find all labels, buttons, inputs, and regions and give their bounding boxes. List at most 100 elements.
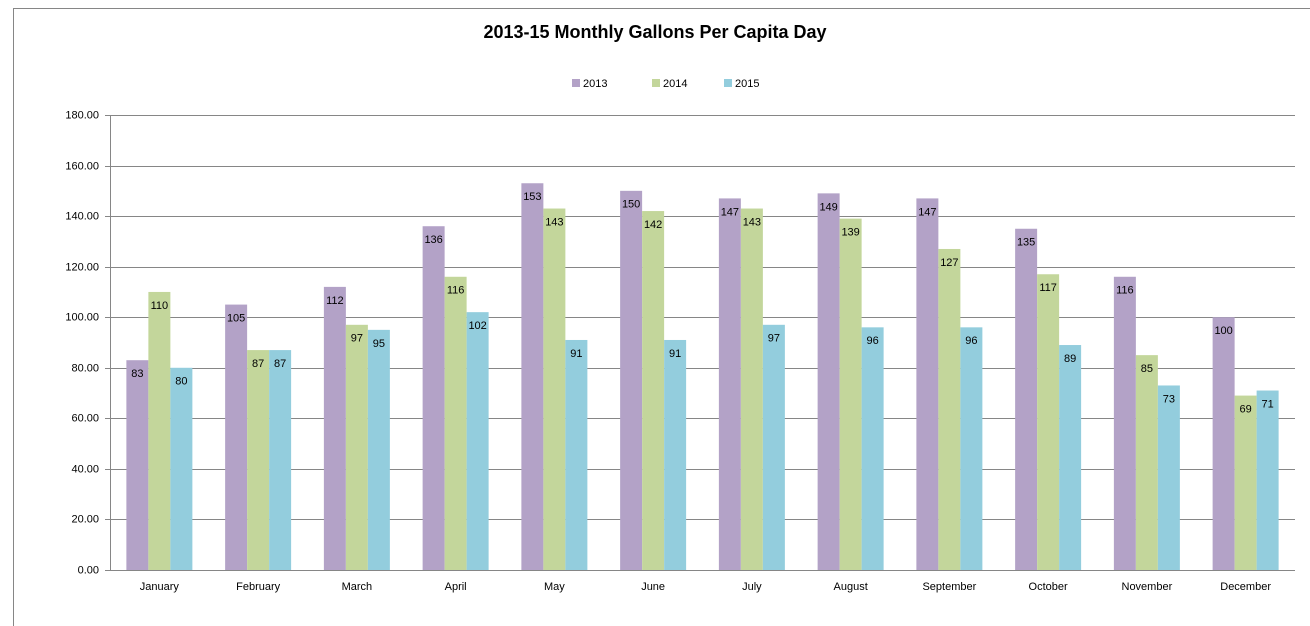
bar: [1015, 228, 1038, 570]
bar: [1256, 390, 1279, 570]
data-label: 97: [768, 333, 780, 345]
data-label: 149: [819, 201, 837, 213]
data-label: 136: [424, 234, 442, 246]
bar: [762, 324, 785, 570]
x-tick-label: August: [834, 581, 868, 593]
data-label: 116: [1116, 285, 1134, 297]
bar: [345, 324, 368, 570]
x-tick-label: June: [641, 581, 665, 593]
data-label: 142: [644, 219, 662, 231]
bar: [916, 198, 939, 570]
bar: [960, 327, 983, 570]
y-tick-label: 160.00: [65, 160, 99, 172]
data-label: 102: [468, 320, 486, 332]
bar: [664, 339, 687, 570]
bar: [642, 211, 665, 571]
y-tick-label: 40.00: [71, 463, 99, 475]
y-tick-label: 180.00: [65, 109, 99, 121]
bar: [1212, 317, 1235, 570]
data-label: 135: [1017, 237, 1035, 249]
x-tick-label: April: [445, 581, 467, 593]
chart-title: 2013-15 Monthly Gallons Per Capita Day: [483, 22, 826, 42]
bar: [839, 218, 862, 570]
data-label: 127: [940, 257, 958, 269]
data-label: 83: [131, 368, 143, 380]
bar: [1037, 274, 1060, 570]
bar: [225, 304, 248, 570]
x-tick-label: November: [1122, 581, 1173, 593]
y-tick-label: 120.00: [65, 261, 99, 273]
data-label: 147: [721, 206, 739, 218]
legend-label: 2015: [735, 78, 759, 90]
data-label: 91: [669, 348, 681, 360]
bar: [861, 327, 884, 570]
data-label: 89: [1064, 353, 1076, 365]
data-label: 85: [1141, 363, 1153, 375]
data-label: 147: [918, 206, 936, 218]
data-label: 110: [151, 300, 169, 312]
y-tick-label: 0.00: [78, 564, 99, 576]
data-label: 95: [373, 338, 385, 350]
data-label: 153: [523, 191, 541, 203]
x-tick-label: December: [1220, 581, 1271, 593]
legend-label: 2014: [663, 78, 687, 90]
bar: [444, 276, 467, 570]
bar: [1135, 355, 1158, 570]
data-label: 96: [965, 335, 977, 347]
data-label: 143: [743, 216, 761, 228]
bar: [1113, 276, 1136, 570]
y-tick-label: 60.00: [71, 412, 99, 424]
y-tick-label: 100.00: [65, 311, 99, 323]
bar: [170, 367, 193, 570]
bar: [620, 190, 643, 571]
x-tick-label: September: [922, 581, 976, 593]
bar: [740, 208, 763, 570]
y-tick-label: 140.00: [65, 210, 99, 222]
data-label: 150: [622, 199, 640, 211]
x-tick-label: January: [140, 581, 180, 593]
bar: [247, 350, 270, 570]
bar: [1157, 385, 1180, 570]
data-label: 139: [841, 227, 859, 239]
bar: [269, 350, 292, 570]
data-label: 71: [1262, 398, 1274, 410]
bar: [148, 291, 171, 570]
data-label: 96: [867, 335, 879, 347]
legend-swatch: [652, 79, 660, 87]
data-label: 91: [570, 348, 582, 360]
legend-swatch: [572, 79, 580, 87]
data-label: 116: [447, 285, 465, 297]
data-label: 117: [1039, 282, 1057, 294]
bar: [565, 339, 588, 570]
data-label: 73: [1163, 393, 1175, 405]
data-label: 100: [1214, 325, 1232, 337]
legend-label: 2013: [583, 78, 607, 90]
bar: [817, 193, 840, 570]
bar: [1059, 345, 1082, 570]
bar: [521, 183, 544, 570]
bar: [126, 360, 149, 570]
x-tick-label: October: [1029, 581, 1068, 593]
data-label: 112: [326, 295, 344, 307]
bar: [323, 286, 346, 570]
bar: [938, 248, 961, 570]
bar: [466, 312, 489, 570]
bar: [1234, 395, 1257, 570]
x-tick-label: May: [544, 581, 565, 593]
bar: [367, 329, 390, 570]
data-label: 105: [227, 312, 245, 324]
data-label: 87: [274, 358, 286, 370]
data-label: 143: [545, 216, 563, 228]
bar: [718, 198, 741, 570]
data-label: 97: [351, 333, 363, 345]
bar: [543, 208, 566, 570]
data-label: 87: [252, 358, 264, 370]
legend-swatch: [724, 79, 732, 87]
x-tick-label: February: [236, 581, 281, 593]
data-label: 80: [175, 376, 187, 388]
y-tick-label: 20.00: [71, 513, 99, 525]
x-tick-label: March: [342, 581, 373, 593]
y-tick-label: 80.00: [71, 362, 99, 374]
x-tick-label: July: [742, 581, 762, 593]
